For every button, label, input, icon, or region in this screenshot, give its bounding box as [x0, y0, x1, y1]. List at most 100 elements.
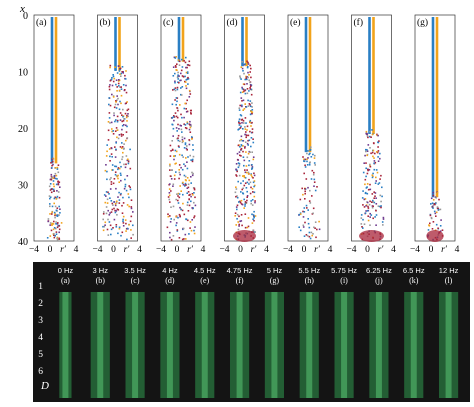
vorticity-mark	[178, 164, 181, 166]
vorticity-mark	[238, 164, 241, 167]
vorticity-mark	[303, 211, 306, 213]
vorticity-mark	[377, 183, 380, 185]
vorticity-mark	[312, 173, 315, 176]
vorticity-mark	[239, 91, 242, 94]
vorticity-mark	[190, 182, 192, 184]
x-tick-left: −4	[219, 245, 229, 255]
vorticity-mark	[235, 188, 238, 190]
vorticity-mark	[191, 207, 193, 209]
vorticity-mark	[118, 227, 121, 230]
vorticity-mark	[188, 194, 190, 196]
vorticity-mark	[184, 127, 187, 129]
x-tick-right: 4	[328, 245, 333, 255]
vorticity-mark	[303, 158, 305, 161]
vorticity-mark	[172, 75, 175, 77]
vorticity-mark	[120, 133, 123, 135]
vorticity-mark	[235, 206, 238, 208]
vorticity-mark	[299, 229, 302, 232]
frame-frequency: 5 Hz	[267, 266, 283, 275]
vorticity-mark	[303, 235, 306, 237]
vorticity-mark	[304, 192, 306, 195]
vorticity-mark	[126, 238, 128, 241]
vorticity-mark	[364, 212, 367, 214]
vorticity-mark	[430, 203, 432, 205]
vorticity-mark	[370, 136, 372, 138]
vorticity-mark	[188, 89, 191, 92]
vorticity-mark	[125, 102, 127, 104]
vorticity-mark	[51, 213, 53, 215]
vorticity-mark	[375, 169, 378, 171]
vorticity-mark	[179, 104, 181, 106]
vorticity-mark	[241, 104, 243, 107]
vorticity-mark	[237, 162, 240, 164]
vorticity-mark	[170, 190, 172, 192]
vorticity-mark	[174, 89, 177, 92]
vorticity-mark	[110, 183, 113, 185]
vorticity-mark	[246, 125, 249, 128]
vorticity-mark	[123, 163, 125, 166]
vorticity-mark	[114, 156, 117, 158]
vorticity-mark	[58, 205, 60, 208]
vorticity-mark	[242, 192, 245, 195]
vorticity-mark	[176, 76, 179, 79]
simulation-panel: (g) −4 0 r′ 4	[410, 14, 460, 255]
vorticity-mark	[118, 202, 121, 204]
simulation-panel: (f) −4 0 r′ 4	[346, 14, 396, 255]
vorticity-mark	[191, 136, 193, 138]
vorticity-mark	[240, 138, 242, 141]
vorticity-mark	[191, 219, 193, 221]
vorticity-mark	[303, 207, 306, 209]
vorticity-mark	[308, 164, 311, 166]
simulation-panel-group: (a) −4 0 r′ 4 (b) −4 0 r′ 4 (c) −4 0 r′ 4 (d) −4 0 r′ 4 (e) −…	[29, 14, 460, 255]
vorticity-mark	[130, 237, 132, 239]
vorticity-mark	[373, 201, 376, 204]
vorticity-mark	[377, 205, 380, 207]
vorticity-mark	[105, 155, 108, 157]
vorticity-mark	[249, 64, 251, 67]
vorticity-mark	[440, 219, 442, 221]
vorticity-mark	[108, 221, 111, 223]
vorticity-mark	[126, 120, 128, 122]
vorticity-mark	[179, 124, 182, 127]
vorticity-mark	[365, 205, 367, 207]
vorticity-mark	[429, 222, 431, 225]
vorticity-mark	[109, 188, 112, 190]
vorticity-mark	[118, 108, 121, 111]
vorticity-mark	[364, 183, 366, 186]
vorticity-mark	[238, 225, 240, 227]
vorticity-mark	[382, 216, 385, 219]
vorticity-mark	[122, 202, 125, 204]
vorticity-mark	[117, 177, 119, 180]
vorticity-mark	[54, 216, 56, 219]
vorticity-mark	[368, 135, 371, 138]
vorticity-mark	[242, 128, 244, 130]
vorticity-mark	[185, 218, 188, 221]
vorticity-mark	[379, 157, 381, 160]
vorticity-mark	[169, 215, 171, 217]
vorticity-mark	[115, 119, 117, 121]
x-tick-mid: 0	[302, 245, 307, 255]
vorticity-mark	[180, 93, 182, 96]
vorticity-mark	[367, 188, 370, 191]
vorticity-mark	[302, 226, 305, 228]
vorticity-mark	[371, 133, 374, 136]
vorticity-mark	[57, 183, 60, 186]
vorticity-mark	[363, 206, 366, 208]
x-tick-left: −4	[346, 245, 356, 255]
vorticity-mark	[124, 178, 126, 181]
vorticity-mark	[110, 181, 113, 183]
vorticity-mark	[251, 213, 253, 216]
vorticity-mark	[436, 206, 439, 208]
vorticity-mark	[181, 136, 184, 138]
vorticity-mark	[181, 58, 183, 61]
vorticity-mark	[237, 221, 239, 223]
vorticity-mark	[124, 183, 127, 186]
vorticity-mark	[55, 233, 58, 235]
vorticity-mark	[51, 211, 53, 214]
vorticity-mark	[108, 214, 111, 216]
vorticity-mark	[174, 81, 176, 84]
vorticity-mark	[245, 136, 247, 139]
vorticity-mark	[105, 164, 107, 166]
panel-label: (g)	[417, 17, 428, 28]
vorticity-mark	[374, 216, 376, 218]
